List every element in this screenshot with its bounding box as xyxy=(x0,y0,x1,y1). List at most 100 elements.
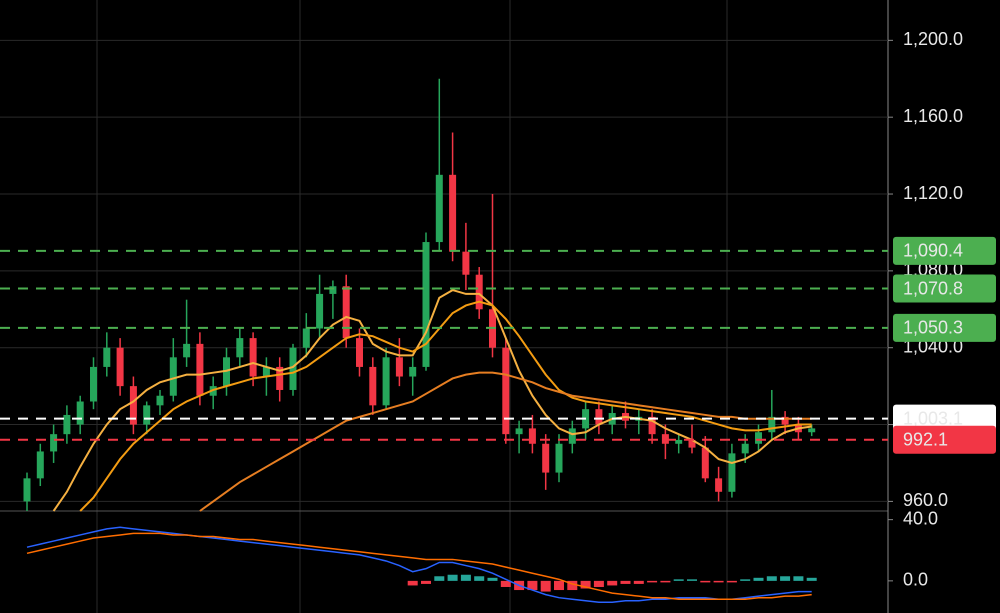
y-tick-label: 1,120.0 xyxy=(903,183,963,203)
candle-body xyxy=(701,447,709,479)
histogram-bar xyxy=(527,580,538,591)
macd-line xyxy=(26,526,812,604)
histogram-bar xyxy=(593,580,604,587)
candle-body xyxy=(63,414,71,435)
histogram-bar xyxy=(806,577,817,581)
histogram-bar xyxy=(421,580,431,584)
histogram-bar xyxy=(567,580,578,591)
histogram-bar xyxy=(434,576,445,581)
candle-body xyxy=(329,286,337,294)
histogram-bar xyxy=(554,580,564,591)
candle-body xyxy=(169,357,177,396)
candle-body xyxy=(462,251,470,275)
histogram-bar xyxy=(793,576,804,581)
price-label: 992.1 xyxy=(903,429,948,449)
histogram-bar xyxy=(780,576,791,581)
candle-body xyxy=(262,366,270,377)
candle-body xyxy=(595,409,603,425)
candle-body xyxy=(156,395,164,406)
histogram-bar xyxy=(487,577,498,581)
candle-body xyxy=(728,453,736,492)
histogram-bar xyxy=(607,580,618,586)
candle-body xyxy=(502,347,510,435)
histogram-bar xyxy=(620,580,631,584)
candle-body xyxy=(249,338,257,377)
histogram-bar xyxy=(500,580,511,587)
histogram-bar xyxy=(633,580,644,584)
candle-body xyxy=(781,416,789,425)
candle-body xyxy=(528,428,536,444)
candle-body xyxy=(129,386,137,425)
candle-body xyxy=(475,274,483,310)
histogram-bar xyxy=(447,574,458,581)
candle-body xyxy=(103,347,111,367)
moving-average xyxy=(79,300,812,512)
candle-body xyxy=(435,174,443,243)
histogram-bar xyxy=(660,580,671,583)
histogram-bar xyxy=(580,580,591,589)
candle-body xyxy=(422,242,430,367)
histogram-bar xyxy=(700,580,711,583)
candle-body xyxy=(568,428,576,444)
moving-average xyxy=(199,371,812,512)
y-tick-label: 1,160.0 xyxy=(903,106,963,126)
candle-body xyxy=(356,338,363,367)
candle-body xyxy=(648,416,656,435)
candle-body xyxy=(276,366,284,390)
histogram-bar xyxy=(673,579,684,581)
candle-body xyxy=(342,286,350,339)
candle-body xyxy=(50,434,58,452)
histogram-bar xyxy=(460,574,471,581)
histogram-bar xyxy=(540,580,551,592)
histogram-bar xyxy=(766,576,777,581)
candle-body xyxy=(196,343,204,396)
histogram-bar xyxy=(726,580,737,583)
histogram-bar xyxy=(407,580,418,586)
y-tick-label: 0.0 xyxy=(903,570,928,590)
candle-body xyxy=(395,357,403,377)
candle-body xyxy=(90,366,97,402)
macd-line xyxy=(26,532,812,600)
candle-body xyxy=(23,478,31,502)
candle-body xyxy=(768,416,776,433)
price-label: 1,003.1 xyxy=(903,408,963,428)
candle-body xyxy=(515,428,523,435)
candle-body xyxy=(36,451,44,479)
histogram-bar xyxy=(753,577,764,581)
moving-average xyxy=(52,289,812,512)
histogram-bar xyxy=(474,576,485,581)
candle-body xyxy=(741,443,749,454)
candle-body xyxy=(755,432,762,444)
histogram-bar xyxy=(713,580,724,583)
price-label-box xyxy=(893,274,996,303)
candle-body xyxy=(688,439,696,448)
candle-body xyxy=(555,443,563,473)
price-label: 1,070.8 xyxy=(903,278,963,298)
price-label-box xyxy=(893,313,996,342)
price-label-box xyxy=(893,404,996,433)
candle-body xyxy=(316,293,324,329)
candle-body xyxy=(76,401,84,425)
candle-body xyxy=(143,405,151,425)
candle-body xyxy=(449,174,457,252)
candle-body xyxy=(236,338,244,358)
y-tick-label: 1,200.0 xyxy=(903,29,963,49)
histogram-bar xyxy=(687,579,697,581)
candle-body xyxy=(409,366,417,377)
histogram-bar xyxy=(740,579,751,581)
candle-body xyxy=(542,443,550,473)
candle-body xyxy=(808,428,816,433)
price-label: 1,050.3 xyxy=(903,318,963,338)
candle-body xyxy=(183,343,191,358)
histogram-bar xyxy=(647,580,658,583)
price-label-box xyxy=(893,236,996,265)
candle-body xyxy=(289,347,297,390)
candle-body xyxy=(369,366,377,406)
candle-body xyxy=(302,328,310,348)
y-tick-label: 960.0 xyxy=(903,490,948,510)
candle-body xyxy=(661,434,669,444)
price-label: 1,090.4 xyxy=(903,241,963,261)
candle-body xyxy=(715,478,723,492)
